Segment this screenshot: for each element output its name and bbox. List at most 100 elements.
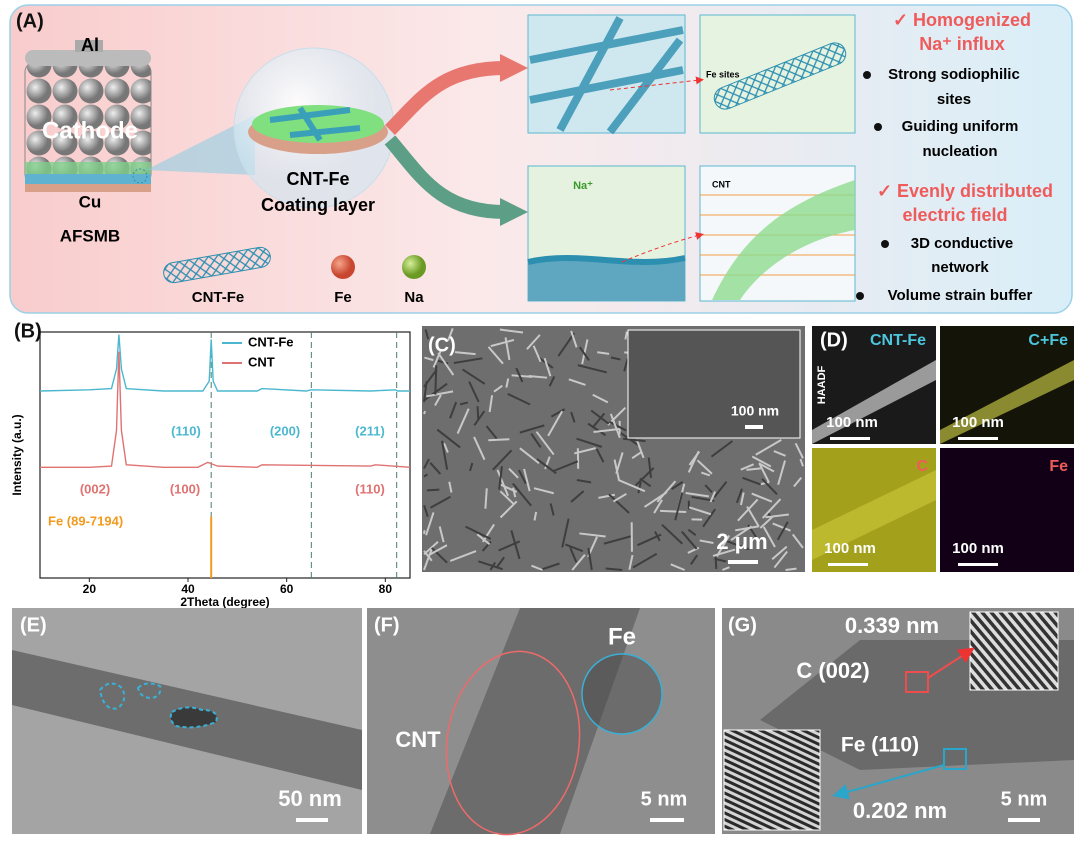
shape [828,563,868,566]
label: (D) [820,329,848,351]
shape [940,448,1074,572]
label: Na⁺ influx [919,34,1005,54]
fiber [737,498,759,522]
fiber [488,438,510,442]
fiber [465,525,492,540]
label: 100 nm [731,403,779,419]
peak-label: (110) [171,423,201,438]
shape [25,174,151,184]
fiber [740,463,755,471]
fiber [597,351,610,355]
label: (E) [20,614,47,636]
fiber [578,346,590,361]
fiber [453,357,483,364]
shape [712,180,855,300]
fiber [459,401,469,406]
shape [905,671,929,693]
shape [723,729,821,831]
fiber [476,533,491,546]
fiber [496,556,505,568]
fiber [570,490,585,503]
legend-label: CNT-Fe [248,334,294,349]
fiber [777,460,786,485]
fiber [428,544,448,556]
shape [728,560,758,564]
label: Al [81,35,99,55]
label: CNT-Fe [192,289,245,306]
sem-texture [423,328,804,571]
fiber [426,488,440,492]
shape [609,76,704,91]
fiber [425,512,435,536]
fiber [577,364,608,374]
legend-label: CNT [248,354,275,369]
fiber [423,548,433,571]
label: Guiding uniform [902,118,1019,135]
fiber [654,530,661,542]
fiber [739,492,745,506]
fiber [456,408,470,434]
fiber [449,550,477,562]
fiber [653,499,663,514]
label: (F) [374,614,400,636]
shape [500,198,528,226]
fiber [632,552,658,569]
fiber [624,331,628,340]
fiber [735,488,743,504]
fiber [473,410,486,426]
fiber [579,532,606,538]
shape [500,54,528,82]
label: C (002) [796,658,869,683]
fiber [576,479,592,484]
shape [445,650,581,836]
fiber [623,358,629,372]
fiber [581,339,589,365]
label: Na⁺ [573,180,593,192]
panel-d: (D) CNT-Fe C+Fe C Fe HAADF 100 nm 100 nm… [812,326,1074,572]
label: 100 nm [824,540,876,557]
fiber [587,547,593,571]
fiber [759,515,774,529]
fiber [447,328,454,341]
fiber [637,481,642,494]
fiber [512,482,532,507]
fiber [574,447,596,455]
label: AFSMB [60,226,120,245]
fiber [438,526,445,543]
shape [75,40,103,52]
fiber [523,468,531,492]
label: 2Theta (degree) [180,595,269,609]
shape [927,647,975,679]
fiber [674,492,684,521]
label: CNT-Fe [870,332,926,349]
fiber [590,409,610,425]
shape [627,329,801,439]
fiber [532,345,542,363]
shape [856,292,864,300]
fiber [687,528,697,537]
shape [581,653,663,735]
fiber [423,530,426,535]
shape [745,425,763,429]
fiber [485,425,498,440]
label: 50 nm [278,786,342,811]
fiber [505,378,510,388]
x-tick-label: 40 [181,582,195,596]
fiber [510,530,521,560]
fiber [423,458,430,470]
fiber [488,395,494,413]
fiber [499,328,524,334]
fiber [473,436,486,461]
fiber [531,564,543,571]
fiber [785,567,797,571]
shape [969,611,1059,691]
fiber [487,346,504,365]
fiber [454,351,476,356]
label: electric field [902,205,1007,225]
label: Fe (110) [841,734,919,757]
label: C+Fe [1028,332,1068,349]
xrd-curve [40,351,411,469]
fiber [550,408,566,418]
fiber [499,490,515,505]
label: (G) [728,614,757,636]
